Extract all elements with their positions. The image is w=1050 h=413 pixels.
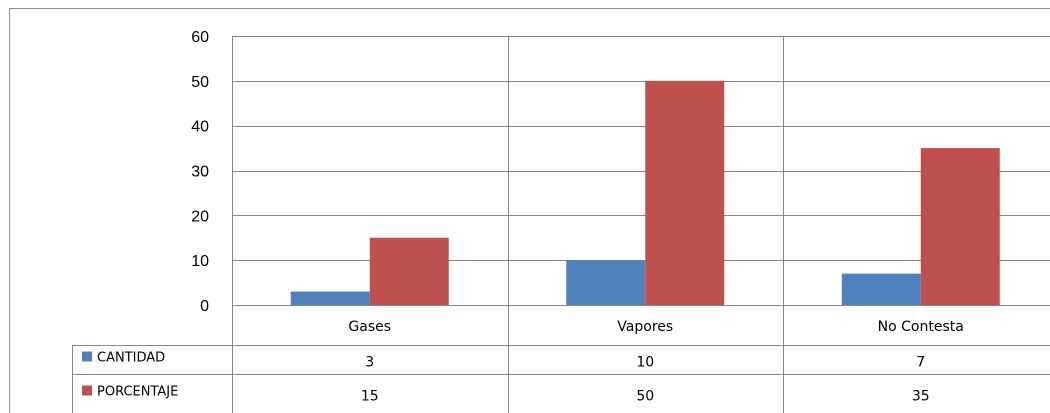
- bar-porcentaje-vapores: [645, 80, 725, 305]
- legend-label-cantidad: CANTIDAD: [97, 351, 165, 366]
- bar-cantidad-gases: [290, 291, 370, 305]
- bar-cantidad-no-contesta: [841, 273, 921, 305]
- category-label-vapores: Vapores: [617, 319, 673, 335]
- data-label-porcentaje-vapores: 50: [636, 389, 654, 405]
- data-label-cantidad-no-contesta: 7: [916, 355, 925, 371]
- y-tick-label: 10: [191, 253, 209, 270]
- y-tick-label: 20: [191, 208, 209, 225]
- y-tick-label: 30: [191, 164, 209, 181]
- legend-swatch-porcentaje: [82, 385, 92, 396]
- data-label-porcentaje-gases: 15: [361, 389, 379, 405]
- chart-frame: [9, 8, 1050, 413]
- bar-porcentaje-no-contesta: [920, 148, 1000, 305]
- data-label-porcentaje-no-contesta: 35: [912, 389, 930, 405]
- y-tick-label: 50: [191, 74, 209, 91]
- bar-cantidad-vapores: [566, 260, 646, 305]
- bar-porcentaje-gases: [369, 237, 449, 305]
- legend-label-porcentaje: PORCENTAJE: [97, 385, 178, 400]
- y-tick-label: 40: [191, 119, 209, 136]
- data-label-cantidad-vapores: 10: [636, 355, 654, 371]
- category-label-gases: Gases: [348, 319, 391, 335]
- data-label-cantidad-gases: 3: [365, 355, 374, 371]
- y-tick-label: 0: [200, 298, 209, 315]
- y-tick-label: 60: [191, 29, 209, 46]
- category-label-no-contesta: No Contesta: [878, 319, 964, 335]
- legend-swatch-cantidad: [82, 351, 92, 362]
